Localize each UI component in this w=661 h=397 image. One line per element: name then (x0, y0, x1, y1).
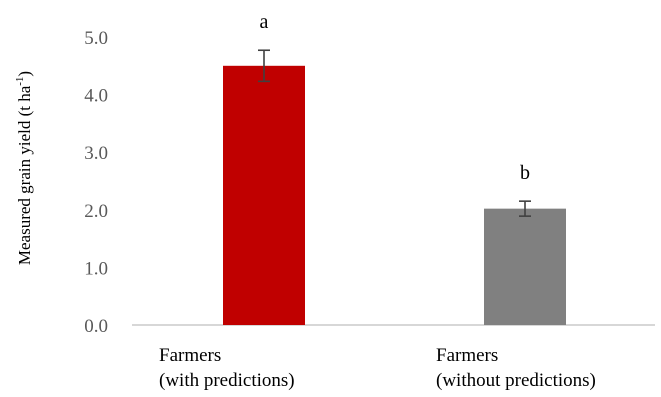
bar (223, 65, 305, 326)
significance-letters-group: ab (260, 11, 530, 184)
significance-letter: a (260, 11, 269, 33)
y-tick-label: 2.0 (84, 201, 108, 222)
y-tick-label: 3.0 (84, 143, 108, 164)
bars-group (223, 65, 566, 326)
y-axis-title-superscript: -1 (14, 77, 26, 86)
y-axis-title-suffix: ) (15, 71, 34, 77)
y-axis-title-text: Measured grain yield (t ha (15, 85, 34, 265)
error-bars-group (258, 49, 531, 217)
significance-letter: b (520, 162, 530, 184)
y-tick-label: 5.0 (84, 28, 108, 49)
y-tick-label: 1.0 (84, 258, 108, 279)
category-label: Farmers (436, 345, 498, 366)
y-axis-title: Measured grain yield (t ha-1) (14, 71, 34, 265)
category-label: (without predictions) (436, 370, 596, 391)
y-tick-label: 4.0 (84, 86, 108, 107)
category-label: Farmers (159, 345, 221, 366)
category-label: (with predictions) (159, 370, 295, 391)
y-axis-ticks: 0.0 1.0 2.0 3.0 4.0 5.0 (84, 28, 108, 337)
y-tick-label: 0.0 (84, 316, 108, 337)
bar (484, 208, 566, 325)
category-labels-group: Farmers (with predictions) Farmers (without… (159, 345, 596, 391)
